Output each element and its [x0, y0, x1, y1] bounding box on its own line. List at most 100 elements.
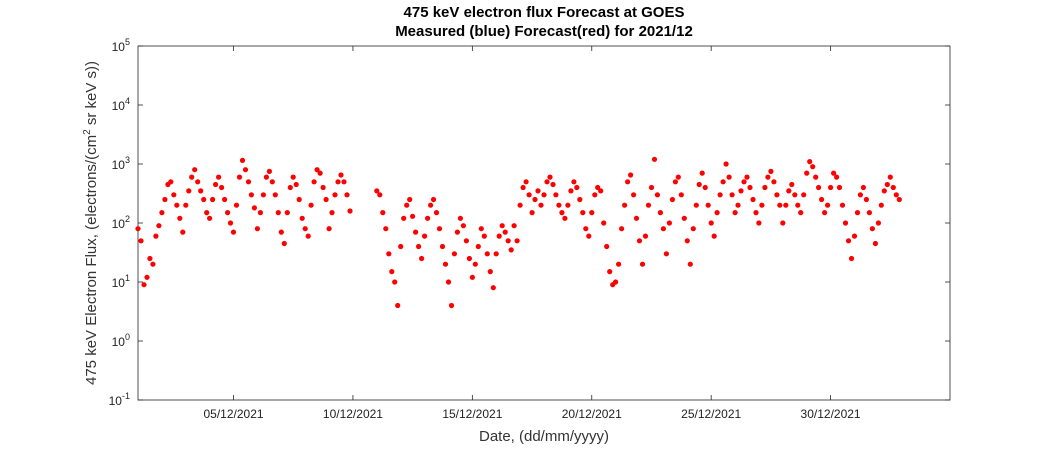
data-point	[813, 174, 819, 180]
data-point	[723, 161, 729, 167]
data-point	[520, 184, 526, 191]
data-point	[472, 261, 478, 267]
data-point	[305, 233, 311, 239]
chart-subtitle: Measured (blue) Forecast(red) for 2021/1…	[395, 23, 693, 40]
y-tick-exponent: -1	[122, 391, 130, 401]
data-point	[210, 196, 216, 203]
x-tick-label: 10/12/2021	[323, 407, 383, 421]
data-point	[565, 202, 571, 208]
data-point	[529, 210, 535, 216]
data-point	[523, 179, 529, 185]
data-point	[532, 196, 538, 203]
data-point	[622, 202, 628, 208]
data-point	[278, 229, 284, 235]
data-point	[457, 215, 463, 221]
data-point	[499, 223, 505, 229]
data-point	[436, 226, 443, 232]
data-point	[180, 229, 186, 235]
data-point	[475, 243, 481, 250]
data-point	[401, 215, 407, 221]
data-point	[419, 255, 425, 262]
data-point	[144, 274, 150, 280]
data-point	[347, 208, 353, 214]
data-point	[592, 192, 598, 198]
data-point	[275, 210, 281, 216]
data-point	[156, 223, 162, 229]
y-tick-mantissa: 10	[112, 158, 126, 172]
data-point	[398, 243, 404, 250]
data-point	[857, 192, 864, 198]
data-point	[439, 243, 446, 250]
data-point	[162, 196, 168, 203]
data-point	[460, 223, 466, 229]
data-point	[284, 210, 290, 216]
data-point	[445, 279, 452, 285]
data-point	[890, 184, 896, 191]
data-point	[380, 210, 386, 216]
data-point	[854, 210, 861, 216]
data-point	[296, 196, 302, 203]
data-point	[577, 196, 583, 203]
data-point	[819, 196, 825, 203]
data-point	[678, 192, 684, 198]
y-tick-label: 103	[112, 155, 130, 172]
data-point	[204, 210, 210, 216]
data-point	[430, 196, 437, 203]
data-point	[147, 255, 153, 262]
data-point	[771, 179, 777, 185]
y-tick-label: 100	[112, 332, 130, 349]
data-point	[866, 210, 873, 216]
data-point	[607, 269, 613, 275]
data-point	[735, 202, 741, 208]
data-point	[159, 210, 165, 216]
plot-area	[137, 45, 951, 401]
data-point	[260, 192, 266, 198]
data-point	[484, 251, 490, 257]
data-point	[628, 172, 634, 178]
data-point	[236, 174, 243, 180]
data-point	[693, 202, 699, 208]
data-point	[836, 184, 843, 191]
data-point	[675, 174, 681, 180]
data-point	[413, 229, 419, 235]
data-point	[896, 196, 902, 203]
data-point	[789, 181, 795, 188]
data-point	[684, 238, 690, 244]
data-point	[717, 192, 723, 198]
data-point	[338, 172, 344, 178]
data-point	[872, 240, 879, 247]
x-tick-label: 05/12/2021	[203, 407, 263, 421]
data-point	[669, 196, 676, 203]
data-point	[756, 220, 762, 226]
data-point	[257, 210, 263, 216]
data-point	[574, 184, 580, 191]
y-axis-label: 475 keV Electron Flux, (electrons/(cm2 s…	[82, 43, 102, 403]
data-point	[580, 210, 586, 216]
data-point	[233, 202, 240, 208]
data-point	[851, 233, 858, 239]
y-tick-mantissa: 10	[112, 99, 126, 113]
data-point	[293, 181, 299, 188]
y-tick-exponent: 0	[125, 332, 130, 342]
data-point	[648, 184, 655, 191]
data-point	[171, 192, 177, 198]
data-point	[884, 181, 890, 188]
data-point	[666, 220, 673, 226]
data-point	[508, 247, 514, 253]
data-point	[514, 238, 520, 244]
data-point	[804, 170, 810, 176]
y-tick-mantissa: 10	[112, 335, 126, 349]
y-axis-label-pre: 475 keV Electron Flux, (electrons/(cm	[83, 134, 100, 385]
data-point	[314, 167, 320, 173]
data-point	[839, 202, 846, 208]
y-tick-label: 101	[112, 273, 130, 290]
data-point	[410, 213, 416, 219]
axes-frame	[137, 45, 951, 401]
data-point	[544, 179, 550, 185]
data-point	[335, 179, 341, 185]
data-point	[466, 255, 472, 262]
data-point	[478, 226, 484, 232]
data-point	[389, 269, 395, 275]
data-point	[831, 170, 837, 176]
y-tick-exponent: 2	[125, 214, 130, 224]
